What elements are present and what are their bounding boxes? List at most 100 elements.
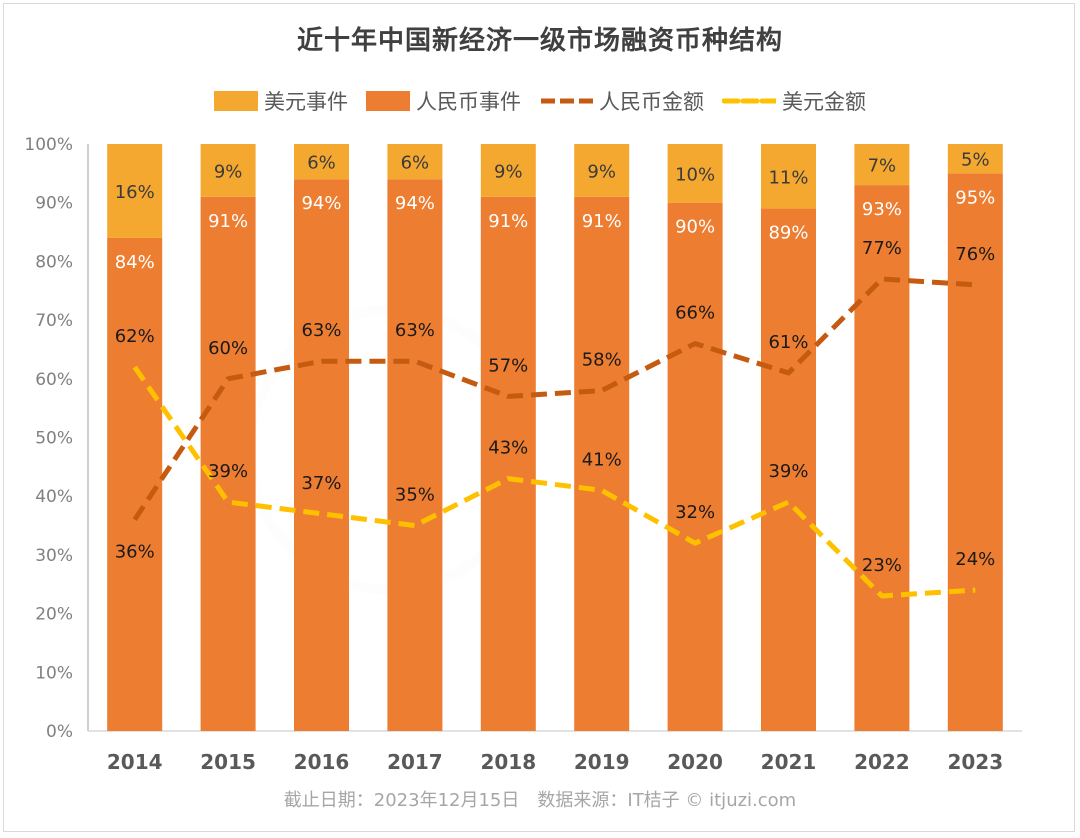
legend-label-usd-events: 美元事件 bbox=[264, 90, 348, 114]
x-tick-label: 2015 bbox=[200, 750, 256, 774]
bar-rmb-events bbox=[667, 202, 723, 731]
data-label-usd-events: 5% bbox=[961, 150, 990, 171]
x-tick-label: 2018 bbox=[480, 750, 536, 774]
data-label-rmb-events: 91% bbox=[208, 211, 248, 232]
bar-rmb-events bbox=[200, 196, 256, 731]
data-label-usd-amount: 39% bbox=[768, 461, 808, 482]
bar-usd-events bbox=[294, 144, 349, 180]
bar-usd-events bbox=[667, 144, 723, 203]
bar-rmb-events bbox=[480, 196, 536, 731]
data-label-usd-events: 7% bbox=[868, 156, 897, 177]
legend-swatch-rmb-amount bbox=[541, 98, 593, 104]
data-label-usd-events: 6% bbox=[401, 153, 430, 174]
data-label-rmb-events: 94% bbox=[301, 193, 341, 214]
y-tick-label: 100% bbox=[24, 135, 73, 155]
legend-label-rmb-events: 人民币事件 bbox=[416, 90, 521, 114]
legend-item-rmb-amount: 人民币金额 bbox=[539, 86, 704, 116]
bar-usd-events bbox=[574, 144, 630, 197]
y-tick-label: 0% bbox=[46, 722, 73, 742]
data-label-usd-amount: 37% bbox=[301, 473, 341, 494]
y-tick-label: 10% bbox=[35, 663, 73, 683]
data-label-usd-amount: 35% bbox=[395, 485, 435, 506]
bar-usd-events bbox=[854, 144, 910, 186]
legend-swatch-rmb-events bbox=[366, 91, 410, 111]
x-tick-label: 2014 bbox=[107, 750, 163, 774]
legend-swatch-usd-events bbox=[214, 91, 258, 111]
bar-usd-events bbox=[761, 144, 816, 209]
data-label-rmb-amount: 63% bbox=[395, 320, 435, 341]
bar-rmb-events bbox=[294, 179, 349, 732]
bar-rmb-events bbox=[761, 208, 816, 731]
line-rmb-amount bbox=[132, 276, 976, 522]
footer-source: 截止日期：2023年12月15日 数据来源：IT桔子 © itjuzi.com bbox=[283, 790, 797, 811]
bar-usd-events bbox=[387, 144, 443, 180]
bar-usd-events bbox=[480, 144, 536, 197]
legend: 美元事件 人民币事件 人民币金额 美元金额 bbox=[0, 86, 1080, 116]
bar-usd-events bbox=[107, 144, 163, 238]
x-tick-label: 2019 bbox=[574, 750, 630, 774]
data-label-usd-amount: 23% bbox=[862, 555, 902, 576]
legend-item-usd-amount: 美元金额 bbox=[722, 86, 866, 116]
data-label-usd-amount: 43% bbox=[488, 438, 528, 459]
data-label-rmb-amount: 57% bbox=[488, 355, 528, 376]
data-label-usd-amount: 62% bbox=[115, 326, 155, 347]
legend-item-rmb-events: 人民币事件 bbox=[366, 86, 521, 116]
data-label-rmb-amount: 76% bbox=[955, 244, 995, 265]
data-label-usd-events: 9% bbox=[494, 161, 523, 182]
y-tick-label: 20% bbox=[35, 605, 73, 625]
data-label-rmb-events: 93% bbox=[862, 199, 902, 220]
x-tick-label: 2022 bbox=[854, 750, 910, 774]
data-label-usd-amount: 39% bbox=[208, 461, 248, 482]
bar-usd-events bbox=[947, 144, 1003, 174]
data-label-rmb-amount: 66% bbox=[675, 303, 715, 324]
legend-swatch-usd-amount bbox=[722, 98, 776, 104]
legend-item-usd-events: 美元事件 bbox=[214, 86, 348, 116]
y-tick-label: 30% bbox=[35, 546, 73, 566]
legend-label-usd-amount: 美元金额 bbox=[782, 90, 866, 114]
data-label-usd-amount: 24% bbox=[955, 549, 995, 570]
data-label-rmb-amount: 61% bbox=[768, 332, 808, 353]
data-label-rmb-events: 95% bbox=[955, 187, 995, 208]
bar-usd-events bbox=[200, 144, 256, 197]
y-tick-label: 40% bbox=[35, 487, 73, 507]
y-tick-label: 90% bbox=[35, 194, 73, 214]
bar-rmb-events bbox=[947, 173, 1003, 732]
data-label-rmb-amount: 63% bbox=[301, 320, 341, 341]
bar-rmb-events bbox=[107, 237, 163, 732]
data-label-rmb-amount: 58% bbox=[582, 350, 622, 371]
y-tick-label: 50% bbox=[35, 429, 73, 449]
data-label-rmb-events: 94% bbox=[395, 193, 435, 214]
data-label-usd-events: 16% bbox=[115, 182, 155, 203]
x-tick-label: 2017 bbox=[387, 750, 443, 774]
legend-label-rmb-amount: 人民币金额 bbox=[599, 90, 704, 114]
y-tick-label: 60% bbox=[35, 370, 73, 390]
y-tick-label: 70% bbox=[35, 311, 73, 331]
bar-rmb-events bbox=[574, 196, 630, 731]
y-tick-label: 80% bbox=[35, 252, 73, 272]
x-tick-label: 2016 bbox=[294, 750, 350, 774]
data-label-usd-events: 9% bbox=[587, 161, 616, 182]
data-label-rmb-events: 84% bbox=[115, 252, 155, 273]
bar-rmb-events bbox=[387, 179, 443, 732]
line-usd-amount bbox=[132, 365, 976, 599]
data-label-rmb-events: 91% bbox=[488, 211, 528, 232]
data-label-rmb-events: 89% bbox=[768, 223, 808, 244]
data-label-usd-amount: 41% bbox=[582, 449, 622, 470]
data-label-usd-events: 6% bbox=[307, 153, 336, 174]
data-label-usd-events: 9% bbox=[214, 161, 243, 182]
x-tick-label: 2023 bbox=[947, 750, 1003, 774]
data-label-rmb-amount: 77% bbox=[862, 238, 902, 259]
data-label-usd-events: 11% bbox=[768, 167, 808, 188]
data-label-rmb-amount: 36% bbox=[115, 542, 155, 563]
data-label-usd-events: 10% bbox=[675, 164, 715, 185]
x-tick-label: 2020 bbox=[667, 750, 723, 774]
data-label-usd-amount: 32% bbox=[675, 502, 715, 523]
data-label-rmb-events: 90% bbox=[675, 217, 715, 238]
chart-frame bbox=[3, 3, 1075, 832]
bar-rmb-events bbox=[854, 185, 910, 732]
chart-title: 近十年中国新经济一级市场融资币种结构 bbox=[296, 26, 783, 56]
data-label-rmb-events: 91% bbox=[582, 211, 622, 232]
x-tick-label: 2021 bbox=[761, 750, 817, 774]
data-label-rmb-amount: 60% bbox=[208, 338, 248, 359]
